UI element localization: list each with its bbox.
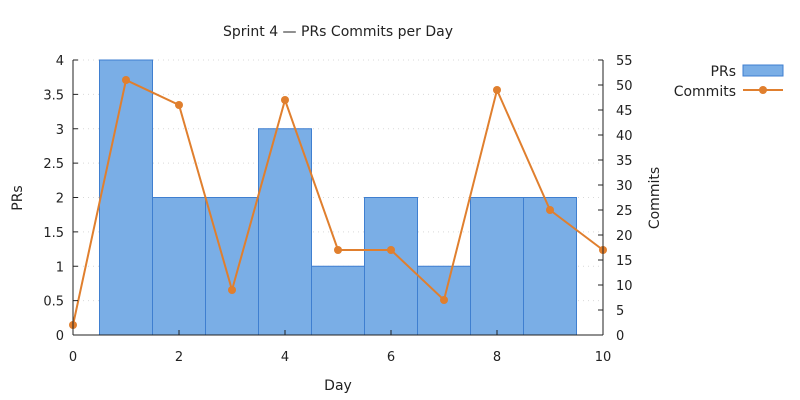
- data-point: [440, 296, 448, 304]
- y-tick-label: 1: [56, 260, 64, 275]
- y2-axis-title: Commits: [647, 167, 663, 229]
- bar: [311, 265, 365, 336]
- axes: [72, 59, 604, 336]
- bar: [470, 197, 524, 336]
- y2-tick-label: 15: [616, 254, 633, 269]
- y2-tick-label: 40: [616, 129, 633, 144]
- y2-tick-label: 0: [616, 329, 624, 344]
- x-tick-label: 10: [595, 350, 612, 365]
- legend-marker-commits: [759, 86, 767, 94]
- data-point: [387, 246, 395, 254]
- bar: [258, 128, 312, 336]
- bar-series-prs: [99, 59, 577, 336]
- bar: [99, 59, 153, 336]
- y-tick-label: 1.5: [43, 226, 64, 241]
- legend: PRs Commits: [674, 64, 784, 100]
- data-point: [175, 101, 183, 109]
- data-point: [334, 246, 342, 254]
- data-point: [228, 286, 236, 294]
- y-tick-label: 3: [56, 123, 64, 138]
- data-point: [281, 96, 289, 104]
- chart-title: Sprint 4 — PRs Commits per Day: [223, 24, 453, 40]
- data-point: [493, 86, 501, 94]
- data-point: [546, 206, 554, 214]
- y-axis-title: PRs: [10, 185, 26, 210]
- x-tick-label: 2: [175, 350, 183, 365]
- tick-labels: 00.511.522.533.5405101520253035404550550…: [43, 54, 632, 365]
- legend-swatch-prs: [742, 64, 784, 77]
- y-tick-label: 3.5: [43, 88, 64, 103]
- legend-label-prs: PRs: [711, 64, 736, 80]
- legend-label-commits: Commits: [674, 84, 736, 100]
- y-tick-label: 4: [56, 54, 64, 69]
- y2-tick-label: 5: [616, 304, 624, 319]
- line-series-commits: [69, 76, 607, 329]
- bar: [523, 197, 577, 336]
- y-tick-label: 0.5: [43, 295, 64, 310]
- y2-tick-label: 10: [616, 279, 633, 294]
- y-tick-label: 2.5: [43, 157, 64, 172]
- x-tick-label: 0: [69, 350, 77, 365]
- y-tick-label: 2: [56, 192, 64, 207]
- x-tick-label: 4: [281, 350, 289, 365]
- data-point: [122, 76, 130, 84]
- x-tick-label: 8: [493, 350, 501, 365]
- y2-tick-label: 45: [616, 104, 633, 119]
- y2-tick-label: 35: [616, 154, 633, 169]
- bar: [205, 197, 259, 336]
- x-axis-title: Day: [324, 378, 352, 394]
- y2-tick-label: 30: [616, 179, 633, 194]
- bar: [152, 197, 206, 336]
- y-tick-label: 0: [56, 329, 64, 344]
- y2-tick-label: 50: [616, 79, 633, 94]
- x-tick-label: 6: [387, 350, 395, 365]
- y2-tick-label: 20: [616, 229, 633, 244]
- y2-tick-label: 55: [616, 54, 633, 69]
- y2-tick-label: 25: [616, 204, 633, 219]
